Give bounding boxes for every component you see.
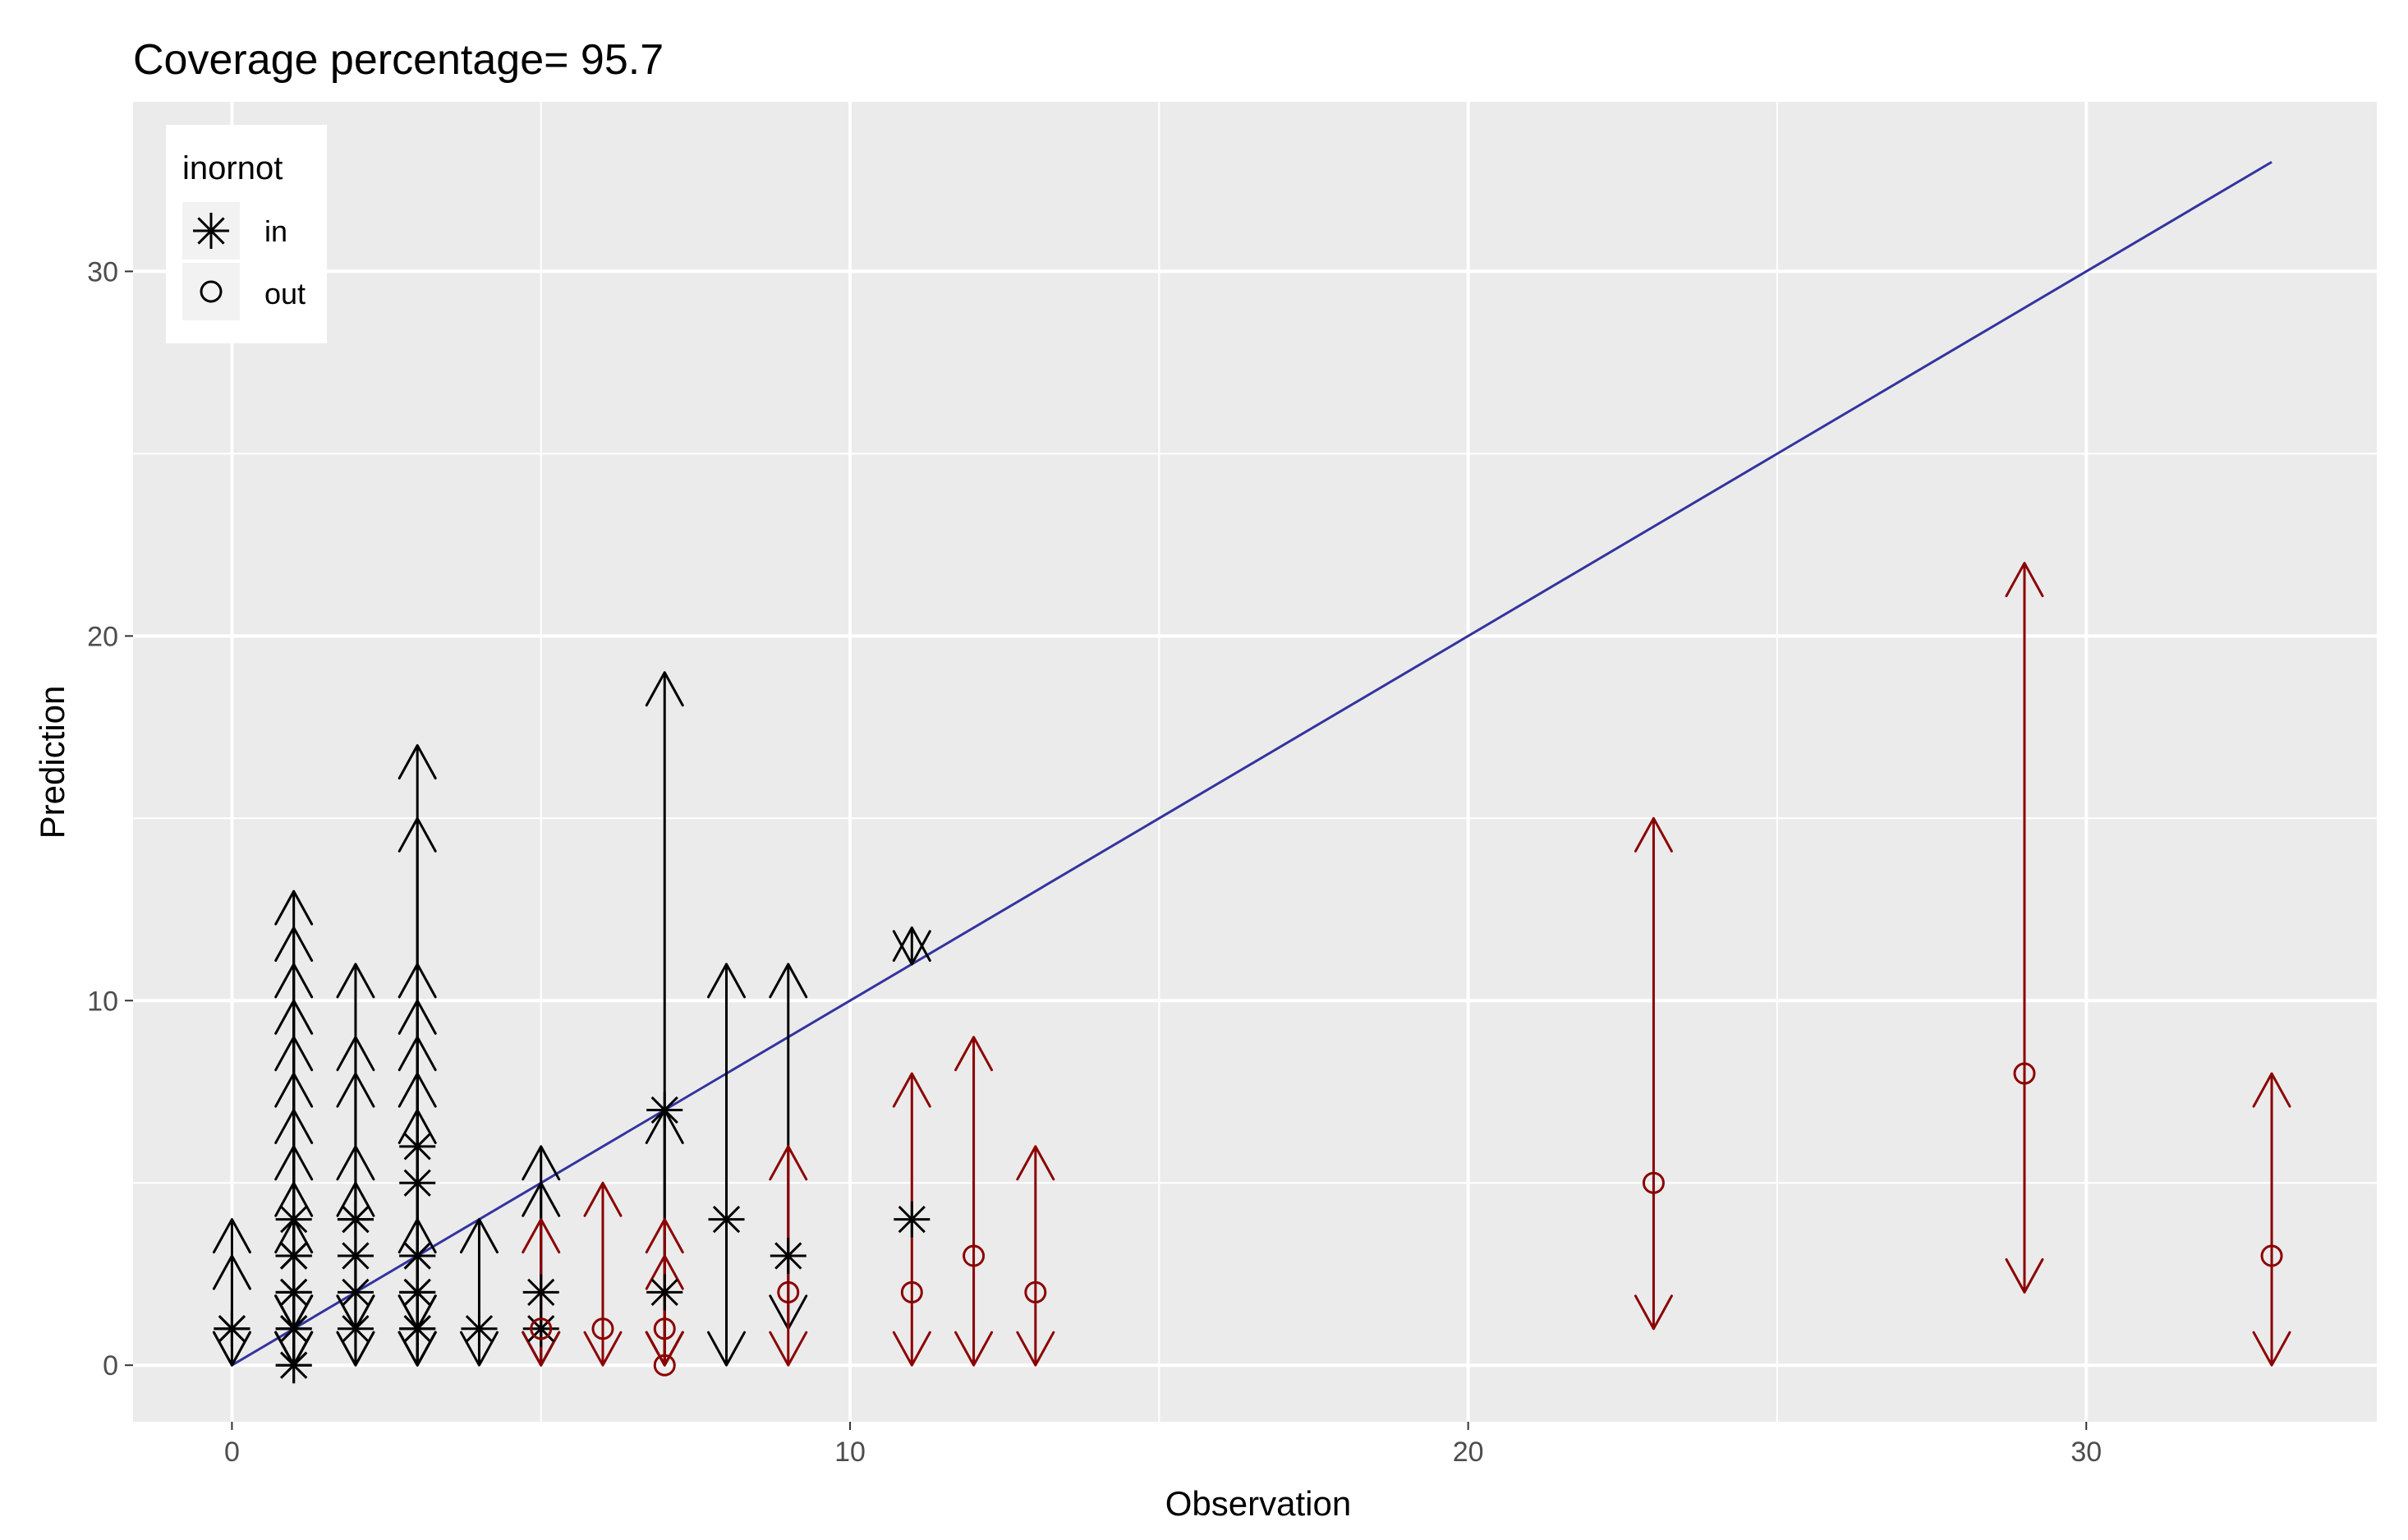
point-out: [2013, 1062, 2036, 1085]
x-axis-ticks: 0 10 20 30: [224, 1422, 2102, 1468]
y-tick-label: 30: [87, 256, 118, 287]
point-in: [522, 1310, 559, 1347]
data-points: [214, 1062, 2283, 1384]
y-tick-label: 20: [87, 621, 118, 652]
point-out: [653, 1317, 676, 1340]
interval-arrow-out: [583, 1181, 623, 1367]
y-axis-title: Prediction: [33, 686, 71, 839]
interval-arrow-out: [645, 1254, 684, 1367]
point-out: [900, 1280, 923, 1303]
point-in: [275, 1201, 312, 1238]
asterisk-icon: [193, 213, 229, 249]
point-in: [275, 1347, 312, 1384]
point-in: [275, 1274, 312, 1311]
x-axis-title: Observation: [1165, 1484, 1351, 1523]
point-in: [708, 1201, 745, 1238]
y-tick-label: 10: [87, 986, 118, 1017]
legend-label-in: in: [264, 214, 287, 248]
point-in: [275, 1310, 312, 1347]
interval-arrow-out: [1016, 1145, 1055, 1367]
point-in: [337, 1310, 374, 1347]
x-tick-label: 10: [834, 1437, 866, 1468]
point-in: [399, 1310, 436, 1347]
point-in: [214, 1310, 250, 1347]
point-out: [1642, 1171, 1665, 1194]
point-in: [337, 1201, 374, 1238]
interval-arrow-out: [954, 1036, 994, 1367]
point-in: [399, 1128, 436, 1165]
point-out: [653, 1354, 676, 1377]
grid-lines: [133, 102, 2377, 1422]
point-in: [399, 1165, 436, 1202]
legend-label-out: out: [264, 277, 306, 310]
point-in: [399, 1238, 436, 1275]
point-out: [530, 1317, 553, 1340]
point-out: [1024, 1280, 1047, 1303]
point-in: [522, 1274, 559, 1311]
legend-title: inornot: [182, 150, 283, 186]
legend-circle: [200, 280, 223, 303]
point-out: [591, 1317, 614, 1340]
y-tick-label: 0: [103, 1350, 118, 1381]
interval-arrow-in: [707, 963, 747, 1367]
interval-arrow-out: [2252, 1072, 2291, 1367]
interval-arrow-out: [1634, 816, 1673, 1331]
circle-icon: [200, 280, 223, 303]
interval-arrow-out: [2005, 562, 2044, 1294]
point-out: [963, 1244, 986, 1267]
point-in: [337, 1238, 374, 1275]
interval-arrow-in: [892, 926, 931, 966]
point-in: [646, 1092, 683, 1129]
point-in: [275, 1238, 312, 1275]
x-tick-label: 20: [1453, 1437, 1484, 1468]
point-out: [777, 1280, 800, 1303]
chart-title: Coverage percentage= 95.7: [133, 36, 664, 84]
legend-asterisk: [193, 213, 229, 249]
point-in: [399, 1274, 436, 1311]
reference-line: [231, 160, 2272, 1367]
point-in: [337, 1274, 374, 1311]
legend-key-out: [182, 263, 240, 320]
point-in: [770, 1238, 806, 1275]
point-in: [646, 1274, 683, 1311]
y-axis-ticks: 0 10 20 30: [87, 256, 133, 1381]
point-in: [894, 1201, 931, 1238]
legend: inornot in out: [166, 125, 327, 343]
point-in: [461, 1310, 498, 1347]
interval-arrow-in: [212, 1254, 251, 1367]
x-tick-label: 0: [224, 1437, 240, 1468]
point-out: [2260, 1244, 2283, 1267]
reference-line-layer: [231, 160, 2272, 1367]
x-tick-label: 30: [2070, 1437, 2102, 1468]
